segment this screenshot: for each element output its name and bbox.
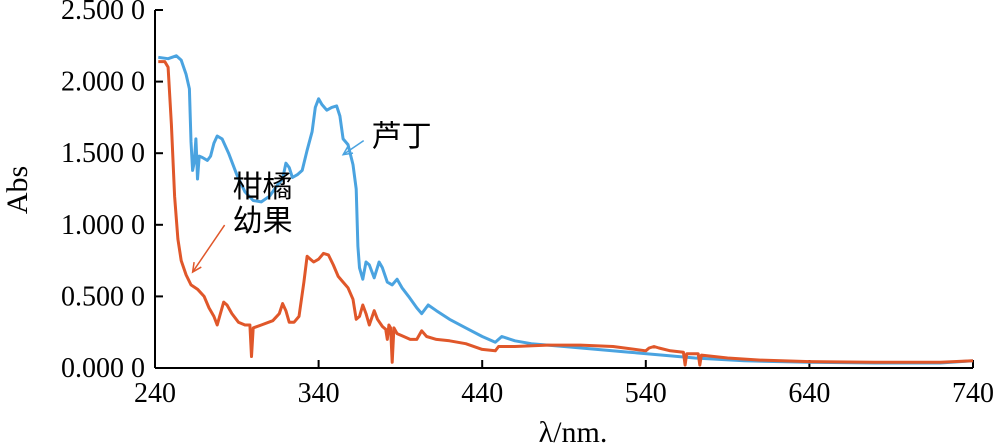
y-tick-label: 2.500 0 (61, 0, 145, 26)
x-tick-label: 640 (788, 378, 830, 409)
x-tick-label: 740 (952, 378, 994, 409)
x-tick-label: 340 (298, 378, 340, 409)
annotation-arrowhead (341, 145, 354, 156)
y-tick-label: 1.500 0 (61, 138, 145, 169)
series-line-citrus-young-fruit (158, 60, 974, 367)
y-axis-title: Abs (1, 166, 34, 214)
axes: 0.000 0 0.500 0 1.000 0 1.500 0 2.000 0 2.500… (61, 0, 994, 409)
annotation-label: 幼果 (233, 204, 293, 239)
x-axis-title: λ/nm. (539, 416, 608, 444)
annotation-arrow (342, 139, 365, 156)
y-tick-label: 0.500 0 (61, 281, 145, 312)
series-layer (158, 54, 974, 367)
annotation-arrowhead (191, 262, 202, 274)
y-tick-label: 0.000 0 (61, 353, 145, 384)
y-tick-label: 2.000 0 (61, 67, 145, 98)
x-tick-label: 240 (134, 378, 176, 409)
series-line-rutin (158, 54, 974, 365)
annotation-label: 芦丁 (372, 120, 432, 155)
x-tick-label: 440 (461, 378, 503, 409)
annotation-arrow (192, 224, 226, 273)
x-tick-label: 540 (625, 378, 667, 409)
annotation-label: 柑橘 (233, 170, 293, 205)
y-tick-label: 1.000 0 (61, 210, 145, 241)
